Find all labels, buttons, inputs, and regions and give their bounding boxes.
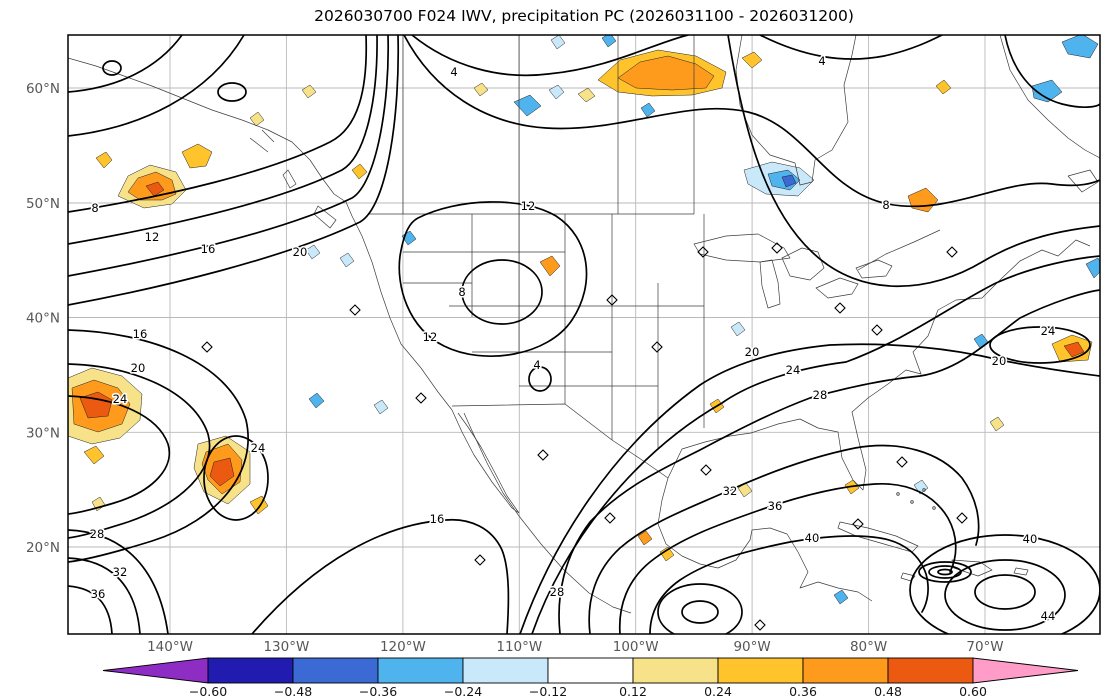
colorbar-segment (292, 657, 379, 684)
contour-level-label: 4 (818, 54, 825, 68)
contour-level-label: 24 (113, 392, 128, 406)
colorbar-tick-labels: −0.60 −0.48 −0.36 −0.24 −0.12 0.12 0.24 0.36 0.4… (189, 684, 987, 698)
latitude-axis-labels: 60°N 50°N 40°N 30°N 20°N (26, 81, 60, 556)
colorbar-tick-label: −0.24 (444, 684, 482, 698)
contour-level-label: 28 (550, 585, 565, 599)
colorbar-tick-label: −0.48 (274, 684, 312, 698)
colorbar-segment (547, 657, 634, 684)
contour-level-label: 32 (723, 484, 738, 498)
colorbar-tick-label: 0.12 (619, 684, 647, 698)
grid-lines (68, 35, 1100, 634)
lat-tick-label: 60°N (26, 81, 60, 97)
colorbar-tick-label: 0.36 (789, 684, 817, 698)
lon-tick-label: 70°W (966, 639, 1003, 655)
colorbar: −0.60 −0.48 −0.36 −0.24 −0.12 0.12 0.24 0.36 0.4… (102, 657, 1079, 698)
figure-title: 2026030700 F024 IWV, precipitation PC (2… (314, 7, 854, 25)
colorbar-segment (462, 657, 549, 684)
colorbar-tick-label: −0.12 (529, 684, 567, 698)
lat-tick-label: 40°N (26, 311, 60, 327)
contour-level-label: 36 (91, 587, 106, 601)
lon-tick-label: 130°W (263, 639, 309, 655)
colorbar-tick-label: 0.24 (704, 684, 732, 698)
contour-level-label: 12 (145, 230, 160, 244)
colorbar-segment (377, 657, 464, 684)
lon-tick-label: 140°W (147, 639, 193, 655)
colorbar-segment (802, 657, 889, 684)
contour-level-label: 44 (1041, 609, 1056, 623)
anomaly-patches (68, 35, 1100, 605)
lat-tick-label: 30°N (26, 425, 60, 441)
lat-tick-label: 20°N (26, 540, 60, 556)
contour-level-label: 28 (90, 527, 105, 541)
contour-level-label: 8 (91, 201, 98, 215)
contour-level-label: 12 (521, 199, 536, 213)
lon-tick-label: 90°W (733, 639, 770, 655)
contour-level-label: 36 (768, 499, 783, 513)
contour-level-label: 16 (133, 327, 148, 341)
contour-level-label: 40 (805, 531, 820, 545)
contour-level-label: 28 (813, 388, 828, 402)
lon-tick-label: 80°W (850, 639, 887, 655)
contour-speck-markers (201, 242, 968, 631)
colorbar-tick-label: −0.36 (359, 684, 397, 698)
contour-level-label: 16 (201, 242, 216, 256)
plot-frame (67, 34, 1101, 635)
contour-level-label: 8 (458, 285, 465, 299)
colorbar-tick-label: −0.60 (189, 684, 227, 698)
contour-level-label: 32 (113, 565, 128, 579)
colorbar-over-arrow (972, 657, 1079, 684)
longitude-axis-labels: 140°W 130°W 120°W 110°W 100°W 90°W 80°W 70°W (147, 639, 1004, 655)
lon-tick-label: 110°W (496, 639, 542, 655)
contour-level-label: 8 (882, 198, 889, 212)
lat-tick-label: 50°N (26, 196, 60, 212)
lon-tick-label: 100°W (613, 639, 659, 655)
colorbar-under-arrow (102, 657, 209, 684)
contour-level-label: 4 (533, 358, 540, 372)
lon-tick-label: 120°W (380, 639, 426, 655)
colorbar-bar (102, 657, 1079, 684)
contour-level-label: 12 (423, 330, 438, 344)
contour-lines (68, 35, 1100, 634)
contour-level-label: 24 (1041, 324, 1056, 338)
contour-level-label: 20 (131, 361, 146, 375)
contour-level-label: 20 (745, 345, 760, 359)
colorbar-segment (887, 657, 974, 684)
contour-level-label: 16 (430, 512, 445, 526)
colorbar-segment (632, 657, 719, 684)
contour-level-label: 24 (786, 363, 801, 377)
contour-level-label: 40 (1023, 532, 1038, 546)
contour-level-label: 20 (293, 245, 308, 259)
colorbar-segment (717, 657, 804, 684)
coastlines-and-borders (68, 35, 1100, 614)
contour-level-label: 24 (251, 441, 266, 455)
contour-level-label: 20 (992, 354, 1007, 368)
colorbar-tick-label: 0.60 (959, 684, 987, 698)
contour-level-label: 4 (450, 65, 457, 79)
colorbar-tick-label: 0.48 (874, 684, 902, 698)
colorbar-segment (207, 657, 294, 684)
